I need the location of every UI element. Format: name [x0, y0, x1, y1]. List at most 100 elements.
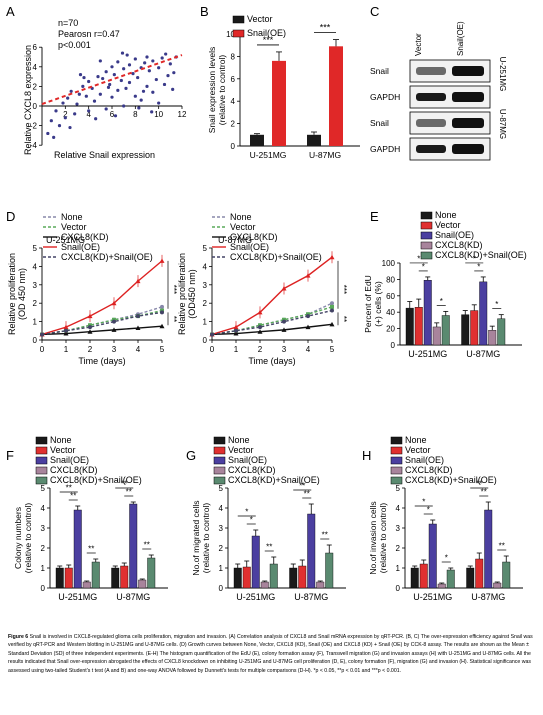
A-point: [106, 85, 111, 89]
H-bar: [466, 567, 475, 589]
D2-point: [282, 319, 286, 324]
A-point: [133, 94, 137, 98]
F-y-tick-label: 1: [41, 564, 46, 573]
H-bar: [446, 569, 455, 589]
G-sig-label: **: [322, 531, 328, 540]
D2-point: [329, 321, 335, 327]
F-sig-label: **: [70, 492, 76, 501]
D1-cell-line-label: U-251MG: [46, 235, 85, 245]
E-ylabel-line2: (+) cells (%): [373, 281, 383, 327]
A-point: [75, 102, 79, 106]
F-legend-swatch: [35, 436, 48, 445]
A-point: [63, 116, 67, 120]
D2-series-line: [211, 256, 333, 336]
E-ylabel-line1: Percent of EdU: [363, 275, 373, 333]
G-legend-swatch: [213, 476, 226, 485]
A-point: [104, 107, 108, 111]
D2-sig-label: **: [339, 316, 348, 322]
A-point: [77, 92, 81, 96]
A-y-tick-label: 6: [33, 43, 38, 52]
D1-xlabel: Time (days): [78, 356, 125, 366]
F-y-tick-label: 2: [41, 544, 46, 553]
B-sig-label: ***: [320, 23, 331, 33]
D2-series-line: [211, 302, 333, 336]
D1-y-tick-label: 1: [33, 318, 38, 327]
E-category-label: U-87MG: [466, 349, 500, 359]
B-bar: [329, 46, 343, 146]
A-point: [112, 73, 116, 77]
panel-H-letter: H: [362, 448, 371, 463]
D2-point: [234, 328, 238, 333]
C-band: [452, 92, 484, 102]
H-ylabel-line1: No.of invasion cells: [368, 501, 378, 574]
A-ylabel: Relative CXCL8 expression: [23, 45, 33, 155]
E-bar: [441, 315, 450, 346]
D2-x-tick-label: 4: [306, 345, 311, 354]
A-point: [143, 61, 147, 65]
C-band: [416, 93, 446, 101]
G-legend-swatch: [213, 456, 226, 465]
A-point: [68, 125, 72, 130]
A-point: [84, 94, 88, 98]
F-bar: [91, 561, 100, 589]
C-cell-label: U-87MG: [498, 109, 507, 139]
H-bar: [475, 558, 484, 589]
E-legend-swatch: [420, 211, 433, 220]
F-legend-swatch: [35, 456, 48, 465]
E-legend-swatch: [420, 231, 433, 240]
G-legend-swatch: [213, 466, 226, 475]
B-y-tick-label: 2: [231, 120, 236, 129]
D1-y-tick-label: 3: [33, 281, 38, 290]
D2-legend-label: CXCL8(KD): [230, 232, 278, 242]
C-blot-frame: [409, 59, 491, 83]
E-y-tick-label: 100: [382, 259, 396, 268]
G-y-tick-label: 4: [219, 504, 224, 513]
A-point: [151, 90, 155, 94]
panel-A-letter: A: [6, 4, 15, 19]
F-ylabel-line2: (relative to control): [23, 503, 33, 574]
E-bar: [461, 314, 470, 346]
E-bar: [488, 330, 497, 346]
H-y-tick-label: 0: [396, 584, 401, 593]
A-point: [78, 73, 83, 77]
F-legend-label: CXCL8(KD)+Snail(OE): [50, 475, 142, 485]
D1-x-tick-label: 0: [40, 345, 45, 354]
D2-point: [330, 308, 334, 313]
A-point: [136, 75, 140, 80]
D1-sig-label: ***: [169, 285, 178, 294]
D2-cell-line-label: U-87MG: [218, 235, 252, 245]
A-point: [133, 57, 137, 61]
G-bar: [307, 513, 316, 589]
C-band: [416, 67, 446, 75]
H-legend-swatch: [390, 476, 403, 485]
A-point: [164, 52, 168, 56]
E-y-tick-label: 20: [386, 325, 395, 334]
F-bar: [73, 509, 82, 589]
C-blot-frame: [409, 85, 491, 109]
E-legend-label: Vector: [435, 220, 461, 230]
D1-point: [111, 327, 117, 332]
G-sig-label: **: [266, 543, 272, 552]
C-blot-frame: [409, 111, 491, 135]
H-bar: [428, 523, 437, 589]
E-bar: [497, 318, 506, 346]
D1-legend-label: Vector: [61, 222, 87, 232]
F-sig-label: **: [126, 488, 132, 497]
G-y-tick-label: 3: [219, 524, 224, 533]
G-legend-label: Vector: [228, 445, 254, 455]
E-legend-label: CXCL8(KD): [435, 240, 483, 250]
E-legend-swatch: [420, 241, 433, 250]
A-x-tick-label: 8: [133, 110, 138, 119]
F-legend-label: Vector: [50, 445, 76, 455]
A-point: [160, 56, 164, 60]
D2-point: [330, 301, 334, 306]
A-point: [110, 95, 114, 99]
D2-y-tick-label: 4: [203, 262, 208, 271]
A-point: [145, 84, 149, 88]
A-point: [150, 110, 154, 114]
H-bar: [410, 567, 419, 589]
F-legend-label: CXCL8(KD): [50, 465, 98, 475]
A-point: [157, 66, 161, 70]
A-point: [54, 109, 58, 113]
D1-series-line: [41, 311, 163, 336]
